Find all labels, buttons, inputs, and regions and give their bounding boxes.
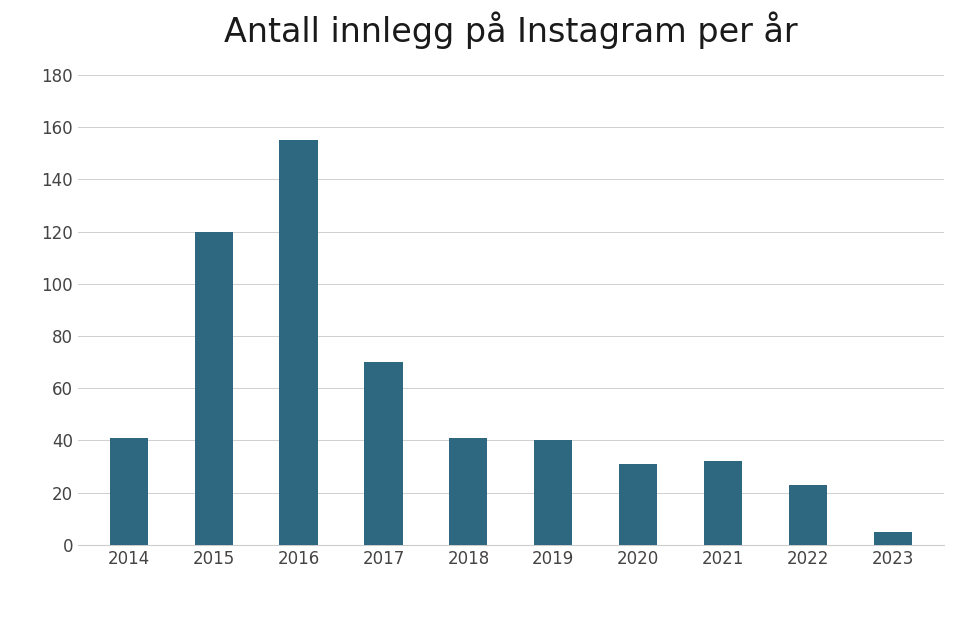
Bar: [789, 485, 827, 545]
Bar: [279, 140, 317, 545]
Bar: [534, 440, 572, 545]
Bar: [195, 232, 233, 545]
Bar: [704, 461, 742, 545]
Bar: [874, 532, 912, 545]
Bar: [450, 438, 487, 545]
Bar: [110, 438, 148, 545]
Bar: [364, 362, 403, 545]
Title: Antall innlegg på Instagram per år: Antall innlegg på Instagram per år: [224, 12, 798, 50]
Bar: [619, 464, 658, 545]
